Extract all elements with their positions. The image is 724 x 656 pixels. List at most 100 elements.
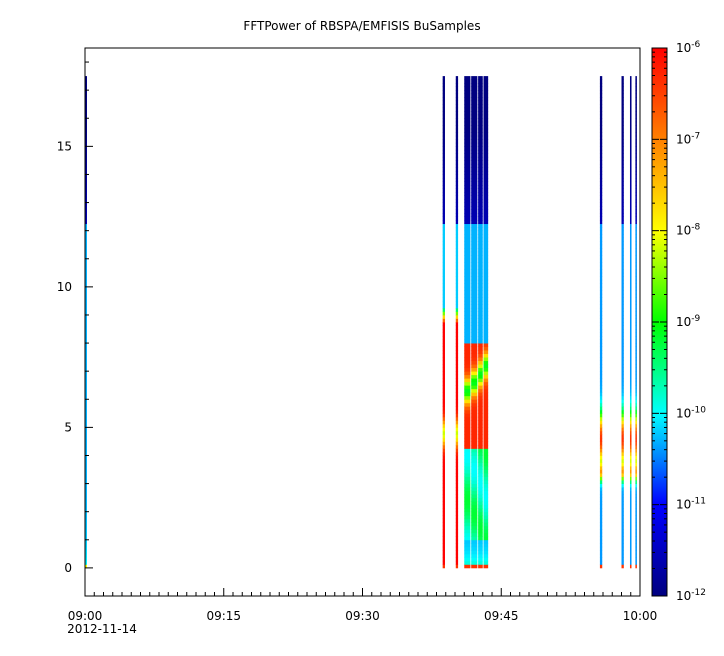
spectrogram-cell <box>635 483 637 488</box>
spectrogram-cell <box>621 174 624 179</box>
spectrogram-cell <box>464 255 471 260</box>
spectrogram-cell <box>478 416 483 421</box>
spectrogram-cell <box>464 346 471 351</box>
spectrogram-cell <box>483 121 489 126</box>
spectrogram-cell <box>478 128 483 133</box>
spectrogram-cell <box>483 518 489 523</box>
spectrogram-cell <box>455 339 459 344</box>
spectrogram-cell <box>599 300 603 305</box>
spectrogram-cell <box>629 416 632 421</box>
spectrogram-cell <box>471 86 478 91</box>
spectrogram-cell <box>442 427 445 432</box>
spectrogram-cell <box>471 490 478 495</box>
spectrogram-cell <box>478 427 483 432</box>
spectrogram-cell <box>483 473 489 477</box>
spectrogram-cell <box>471 459 478 463</box>
spectrogram-cell <box>483 553 489 558</box>
spectrogram-cell <box>629 206 632 210</box>
spectrogram-cell <box>635 350 637 355</box>
spectrogram-cell <box>483 441 489 446</box>
spectrogram-cell <box>442 255 445 260</box>
colorbar-tick-label: 10-11 <box>676 497 706 512</box>
spectrogram-cell <box>471 325 478 330</box>
colorbar-tick-label: 10-7 <box>676 131 700 146</box>
spectrogram-cell <box>442 406 445 411</box>
spectrogram-cell <box>621 399 624 404</box>
spectrogram-cell <box>464 374 471 379</box>
spectrogram-cell <box>599 392 603 397</box>
spectrogram-cell <box>455 336 459 340</box>
spectrogram-cell <box>635 206 637 210</box>
spectrogram-cell <box>455 543 459 548</box>
spectrogram-cell <box>478 564 483 569</box>
spectrogram-cell <box>442 360 445 365</box>
spectrogram-cell <box>599 329 603 333</box>
spectrogram-cell <box>599 371 603 376</box>
spectrogram-cell <box>455 451 459 456</box>
spectrogram-cell <box>455 230 459 235</box>
spectrogram-cell <box>635 455 637 460</box>
spectrogram-cell <box>621 311 624 316</box>
spectrogram-cell <box>629 311 632 316</box>
spectrogram-cell <box>629 114 632 119</box>
spectrogram-cell <box>635 276 637 281</box>
spectrogram-cell <box>478 437 483 442</box>
x-tick-label: 09:45 <box>484 609 519 623</box>
spectrogram-cell <box>478 497 483 502</box>
spectrogram-cell <box>621 501 624 506</box>
spectrogram-cell <box>442 332 445 337</box>
spectrogram-cell <box>621 93 624 98</box>
spectrogram-cell <box>483 353 489 358</box>
spectrogram-cell <box>442 392 445 397</box>
spectrogram-cell <box>621 237 624 242</box>
spectrogram-cell <box>471 248 478 253</box>
spectrogram-cell <box>483 230 489 235</box>
spectrogram-cell <box>635 286 637 291</box>
spectrogram-cell <box>621 76 624 81</box>
spectrogram-cell <box>629 163 632 168</box>
spectrogram-cell <box>471 536 478 541</box>
spectrogram-cell <box>483 293 489 298</box>
spectrogram-cell <box>85 192 87 196</box>
spectrogram-cell <box>464 293 471 298</box>
spectrogram-cell <box>629 532 632 537</box>
spectrogram-cell <box>629 118 632 123</box>
spectrogram-cell <box>599 430 603 435</box>
spectrogram-cell <box>471 251 478 256</box>
spectrogram-cell <box>471 364 478 369</box>
spectrogram-cell <box>464 543 471 548</box>
spectrogram-cell <box>478 114 483 119</box>
spectrogram-cell <box>455 504 459 509</box>
spectrogram-cell <box>471 213 478 218</box>
spectrogram-cell <box>599 427 603 432</box>
spectrogram-cell <box>635 104 637 109</box>
spectrogram-cell <box>635 437 637 442</box>
spectrogram-cell <box>599 188 603 193</box>
spectrogram-cell <box>478 248 483 253</box>
spectrogram-cell <box>442 177 445 182</box>
spectrogram-cell <box>478 536 483 541</box>
spectrogram-cell <box>599 420 603 425</box>
spectrogram-cell <box>85 360 87 365</box>
spectrogram-cell <box>483 223 489 228</box>
spectrogram-cell <box>599 413 603 418</box>
spectrogram-cell <box>464 434 471 439</box>
spectrogram-cell <box>599 167 603 172</box>
spectrogram-cell <box>464 525 471 530</box>
spectrogram-cell <box>621 543 624 548</box>
spectrogram-cell <box>464 311 471 316</box>
spectrogram-cell <box>464 504 471 509</box>
spectrogram-cell <box>471 139 478 144</box>
spectrogram-cell <box>464 304 471 309</box>
spectrogram-cell <box>621 265 624 270</box>
spectrogram-cell <box>621 230 624 235</box>
spectrogram-cell <box>629 483 632 488</box>
spectrogram-cell <box>483 444 489 449</box>
spectrogram-cell <box>599 153 603 158</box>
spectrogram-cell <box>629 290 632 295</box>
spectrogram-cell <box>635 114 637 119</box>
spectrogram-cell <box>599 522 603 527</box>
spectrogram-cell <box>629 557 632 562</box>
spectrogram-cell <box>464 490 471 495</box>
spectrogram-cell <box>629 265 632 270</box>
